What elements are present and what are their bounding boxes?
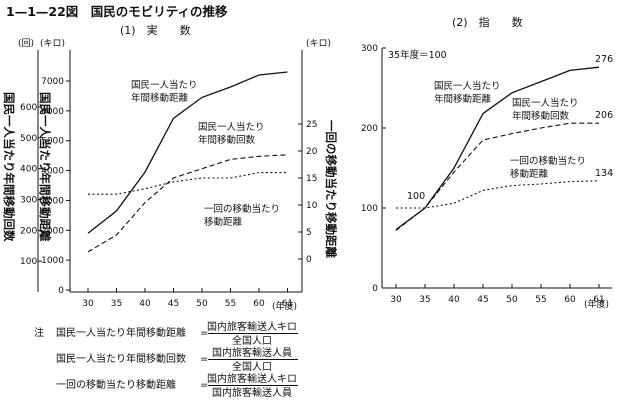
x-tick-label: 55 <box>225 299 236 309</box>
left-outer-tick-label: 100 <box>20 257 37 267</box>
left-inner-tick-label: 5000 <box>41 137 64 147</box>
index-annot-perTrip-line2: 移動距離 <box>510 168 549 180</box>
index-x-tick-label: 30 <box>390 295 402 305</box>
left-inner-tick-label: 0 <box>58 286 64 296</box>
index-annot-count-line2: 年間移動回数 <box>512 110 570 122</box>
index-series-line-3 <box>396 180 600 209</box>
index-y-tick-label: 100 <box>361 204 378 214</box>
left-inner-unit: (キロ) <box>40 39 65 49</box>
index-base-label: 100 <box>407 191 425 202</box>
left-outer-tick-label: 400 <box>20 165 37 175</box>
right-tick-label: 0 <box>306 255 312 265</box>
index-x-tick-label: 45 <box>477 295 488 305</box>
note-label: 国民一人当たり年間移動距離 <box>56 326 186 339</box>
index-y-tick-label: 0 <box>372 284 378 294</box>
index-base-note: 35年度＝100 <box>388 49 447 61</box>
note-numerator: 国内旅客輸送人員 <box>212 346 292 359</box>
left-inner-tick-label: 7000 <box>41 77 64 87</box>
x-tick-label: 30 <box>82 299 94 309</box>
left-outer-tick-label: 500 <box>20 134 37 144</box>
index-end-label: 206 <box>595 110 613 121</box>
note-equals: = <box>200 380 208 391</box>
right-tick-label: 10 <box>306 201 318 211</box>
note-denominator: 全国人口 <box>232 334 272 347</box>
index-x-tick-label: 35 <box>419 295 430 305</box>
left-inner-tick-label: 3000 <box>41 196 64 206</box>
note-numerator: 国内旅客輸送人キロ <box>207 372 297 385</box>
note-equals: = <box>200 354 208 365</box>
index-end-label: 134 <box>595 168 613 179</box>
chart-index: (2) 指 数 35年度＝100 100 0 100 200 300 30 35 40 45 5… <box>361 15 613 310</box>
left-inner-tick-label: 6000 <box>41 107 64 117</box>
right-tick-label: 20 <box>306 147 318 157</box>
index-year-unit: (年度) <box>584 298 609 310</box>
note-prefix: 注 <box>34 326 44 339</box>
note-numerator: 国内旅客輸送人キロ <box>207 320 297 333</box>
left-outer-tick-label: 300 <box>20 196 37 206</box>
index-x-tick-label: 61 <box>593 295 604 305</box>
note-denominator: 全国人口 <box>232 360 272 373</box>
left-outer-unit: (回) <box>18 38 34 49</box>
note-label: 国民一人当たり年間移動回数 <box>56 352 186 365</box>
annot-distance-line2: 年間移動距離 <box>131 92 189 104</box>
annot-distance-line1: 国民一人当たり <box>131 79 198 91</box>
series-line-2 <box>87 154 288 253</box>
annot-count-line2: 年間移動回数 <box>198 134 256 146</box>
index-x-tick-label: 55 <box>535 295 546 305</box>
chart-actual-subtitle: (1) 実 数 <box>120 23 191 37</box>
annot-perTrip-line1: 一回の移動当たり <box>204 203 280 215</box>
left-outer-axis-label: 国民一人当たり年間移動回数 <box>2 92 16 242</box>
index-y-tick-label: 200 <box>361 124 378 134</box>
chart-index-subtitle: (2) 指 数 <box>452 15 523 29</box>
x-tick-label: 45 <box>168 299 179 309</box>
left-inner-tick-label: 4000 <box>41 167 64 177</box>
note-label: 一回の移動当たり移動距離 <box>56 378 176 391</box>
left-inner-tick-label: 1000 <box>41 256 64 266</box>
left-outer-tick-label: 200 <box>20 226 37 236</box>
annot-perTrip-line2: 移動距離 <box>204 216 243 228</box>
index-annot-distance-line2: 年間移動距離 <box>434 93 492 105</box>
figure-title: 1—1—22図 国民のモビリティの推移 <box>6 4 228 19</box>
index-x-tick-label: 60 <box>564 295 576 305</box>
index-series-line-2 <box>395 122 599 231</box>
index-end-label: 276 <box>595 54 613 65</box>
x-tick-label: 61 <box>282 299 293 309</box>
definitions-note: 注 国民一人当たり年間移動距離 =国内旅客輸送人キロ全国人口国民一人当たり年間移動… <box>34 320 298 399</box>
series-line-1 <box>87 71 288 234</box>
series-line-3 <box>88 172 288 195</box>
left-outer-tick-label: 600 <box>20 103 37 113</box>
right-tick-label: 5 <box>306 228 312 238</box>
annot-count-line1: 国民一人当たり <box>198 121 265 133</box>
index-x-tick-label: 40 <box>448 295 460 305</box>
x-tick-label: 40 <box>139 299 151 309</box>
right-tick-label: 25 <box>306 120 317 130</box>
x-tick-label: 50 <box>196 299 208 309</box>
left-year-unit: (年度) <box>272 300 297 312</box>
note-equals: = <box>200 328 208 339</box>
index-annot-count-line1: 国民一人当たり <box>512 97 579 109</box>
right-tick-label: 15 <box>306 174 317 184</box>
index-annot-perTrip-line1: 一回の移動当たり <box>510 155 586 167</box>
index-y-tick-label: 300 <box>361 44 378 54</box>
left-inner-tick-label: 2000 <box>41 226 64 236</box>
right-unit: (キロ) <box>306 39 331 49</box>
note-denominator: 国内旅客輸送人員 <box>212 386 292 399</box>
right-axis-label: 一回の移動当たり移動距離 <box>324 120 338 258</box>
left-inner-axis-label: 国民一人当たり年間移動距離 <box>38 92 52 242</box>
x-tick-label: 60 <box>253 299 265 309</box>
x-tick-label: 35 <box>111 299 122 309</box>
index-annot-distance-line1: 国民一人当たり <box>434 80 501 92</box>
index-x-tick-label: 50 <box>506 295 518 305</box>
chart-actual: (1) 実 数 (回) (キロ) (キロ) 国民一人当たり年間移動回数 国民一人… <box>2 23 338 312</box>
